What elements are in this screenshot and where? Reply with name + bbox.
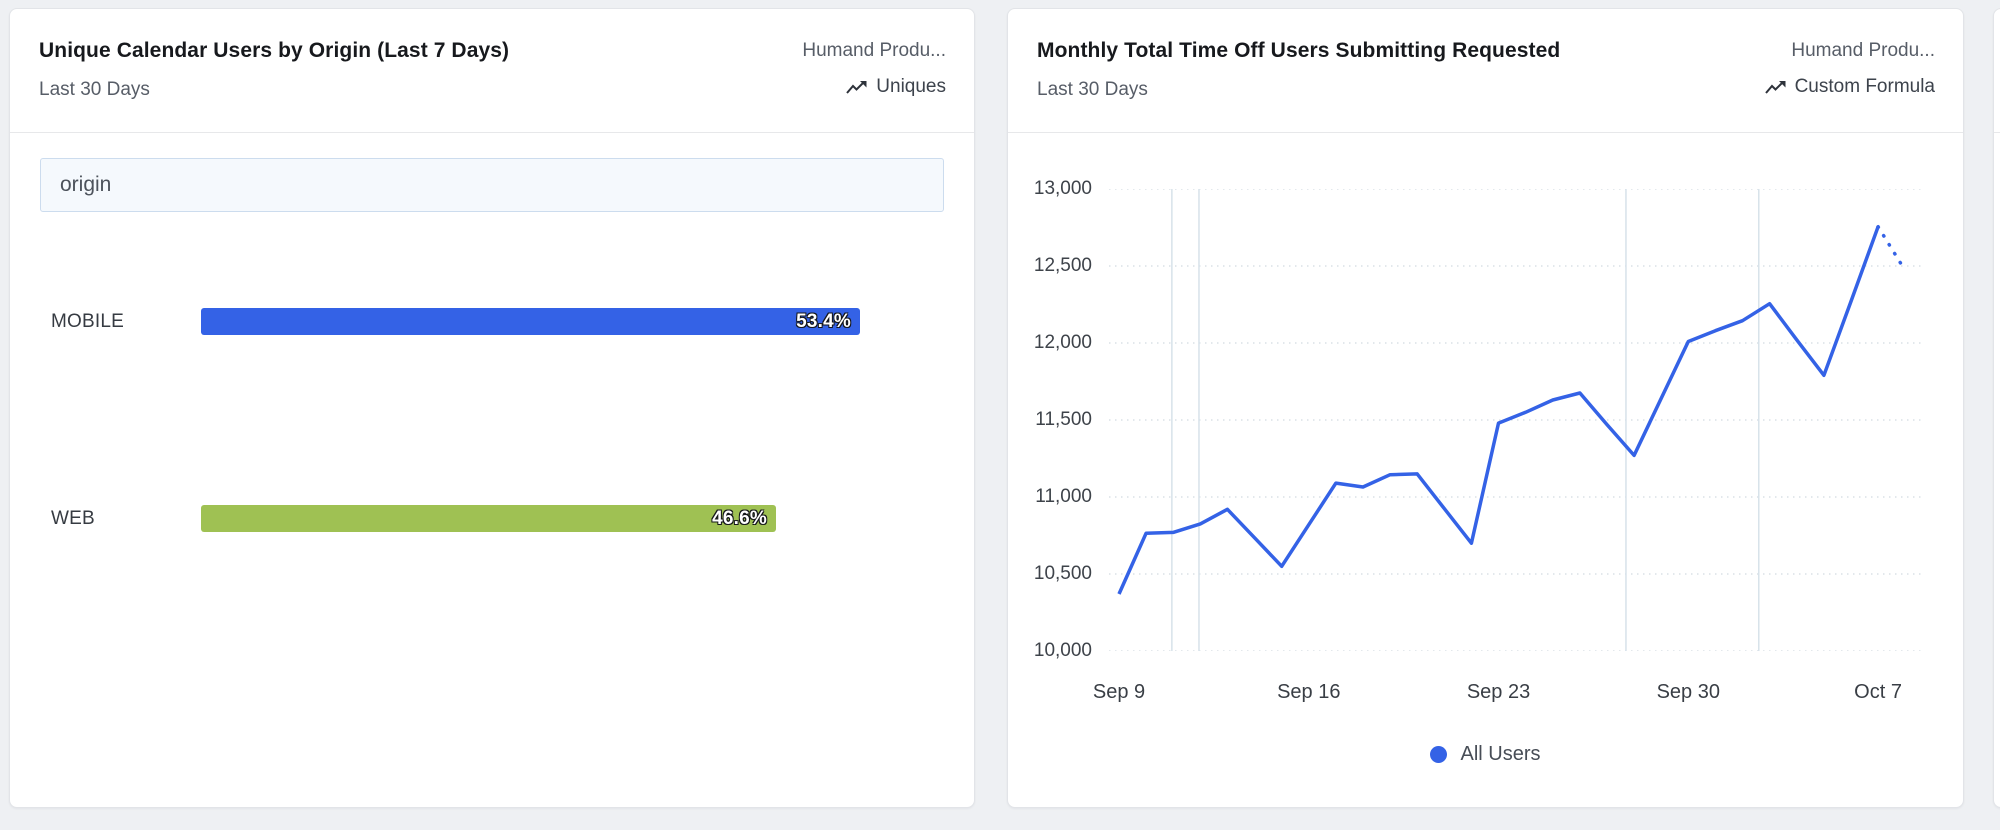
y-axis-tick-label: 12,500 (1033, 255, 1092, 276)
legend-series-label: All Users (1460, 742, 1541, 765)
bar-track: 46.6% (201, 505, 941, 532)
y-axis-tick-label: 10,500 (1033, 563, 1092, 584)
bar-web[interactable]: 46.6% (201, 505, 776, 532)
card-header: Monthly Total Time Off Users Submitting … (1008, 9, 1963, 133)
chart-date-range: Last 30 Days (39, 79, 150, 100)
x-axis-tick-label: Sep 23 (1466, 681, 1531, 703)
bar-track: 53.4% (201, 308, 941, 335)
adjacent-card-header-edge (1994, 9, 2000, 133)
y-axis-tick-label: 11,500 (1035, 409, 1092, 430)
y-axis-tick-label: 12,000 (1033, 332, 1092, 353)
line-chart-icon (1764, 80, 1787, 95)
bar-category-label: WEB (51, 508, 95, 529)
project-name-truncated: Humand Produ... (802, 40, 946, 61)
project-name-truncated: Humand Produ... (1791, 40, 1935, 61)
chart-card-monthly-time-off: Monthly Total Time Off Users Submitting … (1007, 8, 1964, 808)
metric-type-label: Custom Formula (1794, 76, 1935, 97)
y-axis-tick-label: 11,000 (1035, 486, 1092, 507)
metric-type: Uniques (846, 76, 946, 98)
legend-series-dot (1430, 745, 1448, 763)
y-axis-tick-label: 10,000 (1033, 640, 1092, 661)
x-axis-tick-label: Sep 30 (1656, 681, 1720, 703)
x-axis-tick-label: Sep 9 (1092, 681, 1146, 703)
chart-title[interactable]: Monthly Total Time Off Users Submitting … (1037, 39, 1561, 62)
x-axis-tick-label: Oct 7 (1854, 681, 1902, 703)
legend-item-all-users[interactable]: All Users (1008, 742, 1963, 766)
y-axis-tick-label: 13,000 (1033, 178, 1092, 199)
chart-date-range: Last 30 Days (1037, 79, 1148, 100)
bar-mobile[interactable]: 53.4% (201, 308, 860, 335)
line-chart-icon (846, 80, 868, 95)
card-header: Unique Calendar Users by Origin (Last 7 … (10, 9, 974, 133)
adjacent-card-edge (1993, 8, 2000, 808)
metric-type: Custom Formula (1764, 76, 1935, 98)
series-line-all-users[interactable] (1117, 226, 1880, 595)
metric-type-label: Uniques (876, 76, 946, 97)
chart-card-unique-calendar-users: Unique Calendar Users by Origin (Last 7 … (9, 8, 975, 808)
line-chart-plot-area[interactable] (1109, 189, 1924, 651)
bar-value-label: 46.6% (712, 507, 767, 529)
bar-value-label: 53.4% (796, 310, 851, 332)
chart-title[interactable]: Unique Calendar Users by Origin (Last 7 … (39, 39, 510, 62)
x-axis-tick-label: Sep 16 (1277, 681, 1341, 703)
origin-filter-input[interactable] (40, 158, 944, 212)
bar-category-label: MOBILE (51, 311, 124, 332)
series-line-dotted-tail[interactable] (1876, 224, 1907, 273)
